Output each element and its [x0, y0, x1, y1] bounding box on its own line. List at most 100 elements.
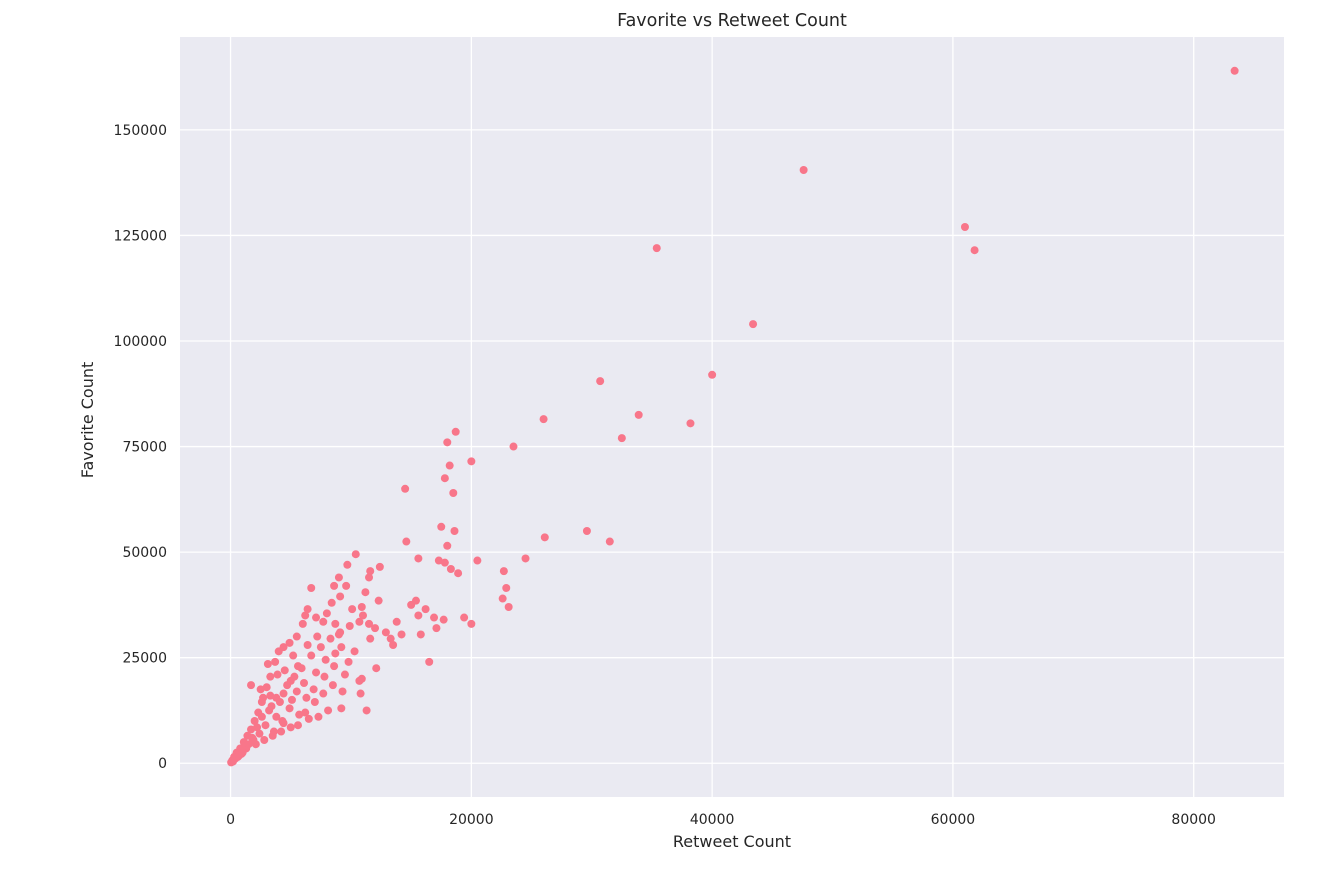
data-point	[251, 740, 260, 749]
data-point	[337, 643, 346, 652]
data-point	[440, 474, 449, 483]
data-point	[293, 721, 302, 730]
data-point	[280, 666, 289, 675]
data-point	[381, 628, 390, 637]
data-point	[340, 670, 349, 679]
data-point	[285, 704, 294, 713]
data-point	[361, 588, 370, 597]
data-point	[708, 370, 717, 379]
data-point	[392, 617, 401, 626]
data-point	[300, 679, 309, 687]
y-tick-label: 75000	[122, 440, 167, 456]
data-point	[271, 657, 280, 666]
data-point	[342, 581, 351, 590]
data-point	[309, 685, 318, 694]
data-point	[255, 729, 264, 738]
data-point	[327, 598, 336, 607]
x-tick-label: 20000	[449, 812, 494, 828]
data-point	[425, 657, 434, 666]
data-point	[652, 244, 661, 253]
data-point	[443, 438, 452, 447]
data-point	[292, 632, 301, 641]
data-point	[499, 567, 508, 576]
data-point	[298, 619, 307, 628]
x-tick-label: 0	[226, 812, 235, 828]
data-point	[295, 710, 304, 719]
data-point	[263, 660, 272, 668]
data-point	[451, 427, 460, 436]
data-point	[1230, 66, 1239, 75]
data-point	[312, 613, 321, 622]
data-point	[365, 573, 374, 582]
data-point	[301, 611, 310, 620]
data-point	[287, 695, 296, 704]
data-point	[421, 605, 430, 614]
data-point	[262, 683, 271, 692]
data-point	[322, 609, 331, 618]
data-point	[259, 693, 268, 702]
data-point	[582, 527, 591, 535]
y-axis-label: Favorite Count	[78, 362, 97, 479]
data-point	[374, 596, 383, 605]
data-point	[330, 581, 339, 590]
data-point	[330, 662, 339, 671]
data-point	[605, 537, 614, 546]
data-point	[247, 681, 256, 690]
data-point	[257, 712, 266, 721]
data-point	[316, 643, 325, 652]
data-point	[320, 672, 329, 681]
data-point	[278, 717, 287, 725]
x-axis-label: Retweet Count	[673, 832, 791, 851]
data-point	[273, 670, 282, 679]
y-tick-label: 50000	[122, 545, 167, 561]
data-point	[366, 567, 375, 576]
data-point	[244, 740, 253, 749]
data-point	[430, 613, 439, 622]
data-point	[343, 560, 352, 569]
data-point	[498, 594, 507, 603]
data-point	[285, 638, 294, 647]
data-point	[277, 727, 286, 736]
data-point	[274, 647, 283, 656]
data-point	[432, 624, 441, 633]
data-point	[272, 693, 281, 702]
y-tick-label: 25000	[122, 651, 167, 667]
data-point	[355, 676, 364, 685]
data-point	[439, 615, 448, 624]
data-point	[449, 489, 458, 497]
data-point	[397, 630, 406, 639]
data-point	[539, 415, 548, 424]
data-point	[247, 725, 256, 734]
data-point	[301, 708, 310, 717]
x-tick-label: 80000	[1171, 812, 1216, 828]
data-point	[434, 556, 443, 565]
data-point	[314, 712, 323, 721]
data-point	[389, 641, 398, 649]
data-point	[303, 605, 312, 614]
y-tick-label: 100000	[114, 334, 167, 350]
y-tick-label: 0	[158, 756, 167, 772]
data-point	[371, 624, 380, 633]
data-point	[402, 537, 411, 546]
data-point	[307, 651, 316, 660]
data-point	[437, 522, 446, 531]
data-point	[269, 727, 278, 736]
x-tick-label: 40000	[690, 812, 735, 828]
data-point	[401, 484, 410, 493]
data-point	[970, 246, 979, 255]
data-point	[596, 377, 605, 386]
data-point	[266, 672, 275, 681]
data-point	[504, 603, 513, 611]
data-point	[238, 748, 247, 757]
data-point	[302, 693, 311, 702]
data-point	[460, 613, 469, 622]
data-point	[440, 558, 449, 567]
plot-background	[180, 37, 1284, 797]
data-point	[473, 556, 482, 565]
data-point	[303, 641, 312, 649]
data-point	[345, 622, 354, 630]
data-point	[319, 689, 328, 698]
data-point	[313, 632, 322, 641]
x-tick-label: 60000	[931, 812, 976, 828]
